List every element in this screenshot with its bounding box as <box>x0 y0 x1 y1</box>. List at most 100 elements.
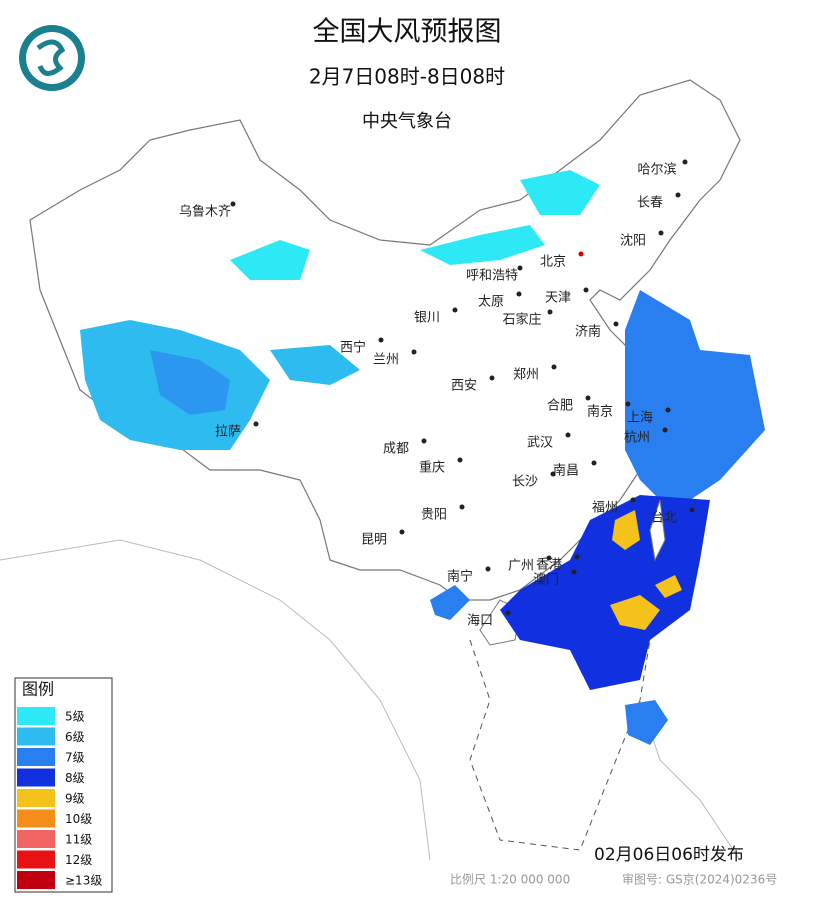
city-dot <box>591 460 597 466</box>
city-dot <box>551 364 557 370</box>
city-name: 海口 <box>467 614 493 629</box>
city-name: 乌鲁木齐 <box>179 204 231 220</box>
city-dot <box>574 554 580 560</box>
approval-number: 审图号: GS京(2024)0236号 <box>622 872 777 887</box>
city-name: 合肥 <box>547 399 573 414</box>
scale: 比例尺 1:20 000 000 <box>450 873 570 887</box>
city-name: 呼和浩特 <box>466 269 518 284</box>
wind-7 <box>625 700 668 745</box>
legend-label: 8级 <box>65 771 85 785</box>
city-name: 长沙 <box>512 475 538 490</box>
legend-swatch <box>17 748 55 766</box>
city-dot <box>485 566 491 572</box>
city-dot <box>505 610 511 616</box>
island-taiwan <box>649 499 666 562</box>
legend-swatch <box>17 727 55 746</box>
period: 2月7日08时-8日08时 <box>309 65 505 89</box>
city-dot <box>253 421 259 427</box>
city-name: 台北 <box>651 511 677 526</box>
legend-swatch <box>17 871 55 889</box>
city-name: 香港 <box>536 558 562 573</box>
city-name: 上海 <box>627 411 653 426</box>
legend-items: 5级 6级 7级 8级 9级 10级 11级 12级 ≥13级 <box>17 707 102 889</box>
legend-label: 9级 <box>65 792 85 806</box>
city-dot <box>459 504 465 510</box>
city-dot <box>452 307 458 313</box>
legend-swatch <box>17 830 55 848</box>
legend-label: 7级 <box>65 751 85 765</box>
city-name: 南京 <box>587 404 613 420</box>
city-name: 南宁 <box>447 569 473 585</box>
issued-time: 02月06日06时发布 <box>594 845 744 865</box>
wind-7 <box>430 585 470 620</box>
legend-label: 12级 <box>65 853 92 867</box>
city-name: 北京 <box>540 255 566 270</box>
city-name: 长春 <box>637 196 663 211</box>
wind-9 <box>655 575 682 598</box>
legend-swatch <box>17 707 55 725</box>
city-name: 西宁 <box>340 340 366 356</box>
city-dot <box>565 432 571 438</box>
city-name: 拉萨 <box>215 425 241 440</box>
city-dot <box>571 569 577 575</box>
city-dot <box>411 349 417 355</box>
city-name: 沈阳 <box>620 234 646 249</box>
wind-areas <box>80 170 765 745</box>
legend-swatch <box>17 768 55 787</box>
city-name: 杭州 <box>624 431 650 446</box>
city-dot <box>230 201 236 207</box>
city-dot <box>585 395 591 401</box>
city-dot <box>675 192 681 198</box>
city-dot <box>578 251 584 257</box>
city-dot <box>583 287 589 293</box>
legend-label: 10级 <box>65 812 92 826</box>
wind-7 <box>625 290 765 500</box>
legend-label: 11级 <box>65 833 92 847</box>
city-name: 西安 <box>451 379 477 394</box>
legend-label: 5级 <box>65 710 85 724</box>
city-name: 武汉 <box>527 436 553 451</box>
city-dot <box>457 457 463 463</box>
city-dot <box>662 427 668 433</box>
legend-swatch <box>17 789 55 807</box>
wind-7 <box>150 350 230 415</box>
city-name: 哈尔滨 <box>637 162 676 178</box>
city-name: 济南 <box>575 324 601 340</box>
city-name: 兰州 <box>373 353 399 368</box>
wind-5 <box>520 170 600 215</box>
city-dot <box>517 265 523 271</box>
city-dot <box>682 159 688 165</box>
wind-9 <box>612 510 640 550</box>
city-dot <box>546 555 552 561</box>
city-name: 银川 <box>414 311 440 326</box>
city-dot <box>547 309 553 315</box>
logo <box>36 39 66 76</box>
city-dot <box>516 291 522 297</box>
legend-title: 图例 <box>22 680 54 699</box>
city-dot <box>689 507 695 513</box>
city-name: 广州 <box>508 559 534 574</box>
city-name: 成都 <box>383 442 409 457</box>
issuer: 中央气象台 <box>362 111 452 132</box>
city-name: 石家庄 <box>502 312 541 328</box>
legend-swatch <box>17 809 55 828</box>
city-dot <box>665 407 671 413</box>
city-name: 郑州 <box>513 368 539 383</box>
legend-swatch <box>17 850 55 869</box>
city-dot <box>630 497 636 503</box>
city-dot <box>613 321 619 327</box>
city-name: 太原 <box>478 295 504 310</box>
wind-6 <box>270 345 360 385</box>
city-dot <box>550 471 556 477</box>
city-dot <box>378 337 384 343</box>
city-name: 澳门 <box>533 572 559 588</box>
wind-5 <box>420 225 545 265</box>
city-name: 南昌 <box>553 463 579 479</box>
city-name: 重庆 <box>419 460 445 476</box>
city-dot <box>625 401 631 407</box>
city-dot <box>489 375 495 381</box>
title: 全国大风预报图 <box>313 17 502 48</box>
wind-5 <box>230 240 310 280</box>
